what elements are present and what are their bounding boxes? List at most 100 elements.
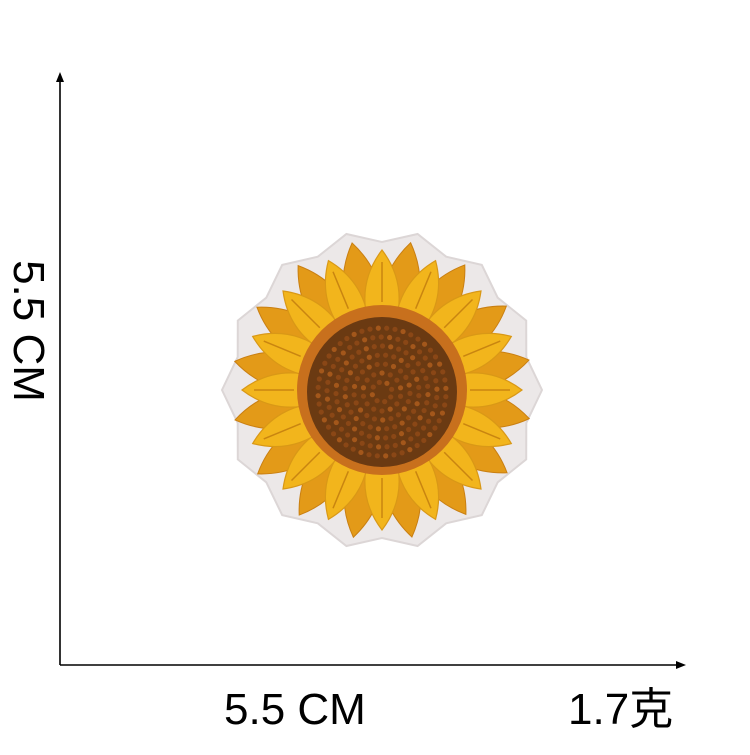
seed-dot <box>421 341 428 347</box>
seed-dot <box>387 372 393 378</box>
seed-dot <box>367 424 373 430</box>
seed-dot <box>366 364 372 370</box>
seed-dot <box>353 400 359 406</box>
seed-dot <box>437 361 443 367</box>
seed-dot <box>427 431 433 438</box>
seed-dot <box>371 344 377 350</box>
seed-dot <box>330 363 336 370</box>
seed-dot <box>333 419 339 426</box>
seed-dot <box>359 358 365 364</box>
seed-dot <box>316 376 322 382</box>
seed-dot <box>392 424 398 430</box>
seed-dot <box>432 425 438 431</box>
seed-dot <box>398 431 405 437</box>
seed-dot <box>335 356 341 362</box>
seed-dot <box>442 377 448 383</box>
seed-dot <box>325 379 331 385</box>
seed-dot <box>415 361 421 367</box>
seed-dot <box>407 390 413 396</box>
seed-dot <box>376 379 382 385</box>
sunflower-seed-texture <box>315 325 449 459</box>
seed-dot <box>363 346 369 352</box>
seed-dot <box>379 343 386 349</box>
seed-dot <box>443 385 449 391</box>
petal-vein <box>290 298 321 329</box>
seed-dot <box>414 442 420 449</box>
seed-dot <box>324 388 330 394</box>
seed-dot <box>353 415 359 422</box>
seed-dot <box>423 375 429 381</box>
seed-dot <box>443 394 449 400</box>
vertical-axis-arrowhead <box>56 72 64 82</box>
seed-dot <box>384 444 390 450</box>
seed-dot <box>335 374 342 380</box>
seed-dot <box>352 363 359 369</box>
seed-dot <box>406 426 412 433</box>
sunflower-patch-icon <box>220 232 544 548</box>
seed-dot <box>398 357 404 363</box>
seed-dot <box>414 376 420 382</box>
seed-dot <box>340 414 346 420</box>
seed-dot <box>324 396 331 402</box>
seed-dot <box>364 377 370 383</box>
seed-dot <box>394 377 400 383</box>
seed-dot <box>337 340 343 347</box>
seed-dot <box>427 362 433 368</box>
seed-dot <box>407 447 413 453</box>
seed-dot <box>384 426 390 432</box>
seed-dot <box>379 370 385 376</box>
seed-dot <box>351 392 357 398</box>
seed-dot <box>395 336 401 342</box>
seed-dot <box>354 340 360 346</box>
seed-dot <box>374 398 380 404</box>
seed-dot <box>347 344 353 351</box>
seed-dot <box>318 368 325 374</box>
width-dimension-label: 5.5 CM <box>224 685 366 734</box>
seed-dot <box>391 433 397 440</box>
seed-dot <box>432 403 438 409</box>
seed-dot <box>322 360 328 366</box>
seed-dot <box>395 412 401 418</box>
seed-dot <box>384 380 390 386</box>
seed-dot <box>425 418 432 424</box>
seed-dot <box>399 420 405 426</box>
petal-vein <box>263 340 301 358</box>
seed-dot <box>336 437 343 443</box>
seed-dot <box>388 415 394 422</box>
seed-dot <box>401 406 407 412</box>
seed-dot <box>429 411 436 417</box>
seed-dot <box>345 420 352 427</box>
seed-dot <box>396 346 402 352</box>
seed-dot <box>370 335 376 341</box>
seed-dot <box>371 416 378 422</box>
seed-dot <box>410 369 416 375</box>
seed-dot <box>318 409 324 415</box>
petal-vein <box>463 422 501 440</box>
seed-dot <box>351 426 358 432</box>
seed-dot <box>359 440 365 446</box>
seed-dot <box>416 384 422 390</box>
seed-dot <box>360 385 367 391</box>
seed-dot <box>410 343 416 350</box>
seed-dot <box>411 408 417 414</box>
seed-dot <box>408 436 414 442</box>
seed-dot <box>422 355 428 361</box>
seed-dot <box>351 437 358 443</box>
seed-dot <box>439 410 446 416</box>
seed-dot <box>416 393 422 399</box>
seed-dot <box>433 378 439 384</box>
seed-dot <box>403 339 409 345</box>
seed-dot <box>400 328 406 335</box>
seed-dot <box>329 412 335 418</box>
seed-dot <box>405 398 411 405</box>
seed-dot <box>351 331 357 337</box>
seed-dot <box>415 336 421 342</box>
seed-dot <box>369 392 375 398</box>
seed-dot <box>366 452 372 458</box>
height-dimension-label: 5.5 CM <box>4 260 53 402</box>
seed-dot <box>326 353 332 359</box>
seed-dot <box>414 431 421 437</box>
seed-dot <box>390 363 397 370</box>
seed-dot <box>384 325 390 331</box>
